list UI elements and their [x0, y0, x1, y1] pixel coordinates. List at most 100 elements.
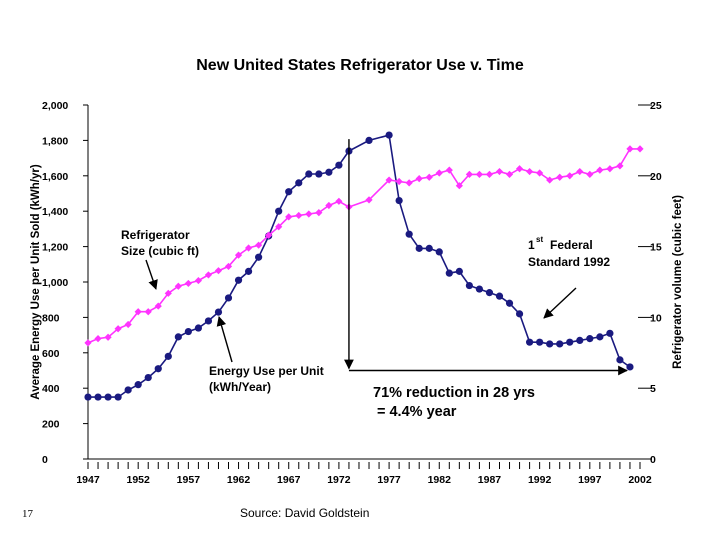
energy-point — [255, 253, 263, 261]
energy-point — [546, 340, 554, 348]
size-point — [305, 210, 313, 218]
x-tick-label: 1997 — [578, 474, 602, 486]
size-point — [315, 209, 323, 217]
energy-point — [234, 276, 243, 284]
size-point — [556, 173, 564, 181]
energy-point — [134, 381, 142, 389]
y-tick-label: 2,000 — [42, 100, 68, 112]
size-point — [505, 170, 514, 178]
size-point — [244, 244, 253, 252]
y-tick-label: 400 — [42, 383, 60, 395]
energy-point — [174, 333, 182, 341]
energy-point — [576, 336, 584, 345]
energy-point — [385, 131, 393, 139]
energy-point — [616, 356, 624, 364]
y2-tick-label: 25 — [650, 100, 662, 112]
energy-point — [275, 207, 283, 215]
y-axis-title: Average Energy Use per Unit Sold (kWh/yr… — [30, 164, 42, 400]
y-tick-label: 800 — [42, 312, 60, 324]
size-annotation-arrow — [145, 259, 158, 290]
size-point — [134, 308, 142, 316]
x-tick-label: 1957 — [177, 474, 201, 486]
size-point — [285, 213, 293, 221]
y2-axis-title: Refrigerator volume (cubic feet) — [672, 195, 684, 369]
x-tick-label: 1947 — [76, 474, 100, 486]
energy-point — [405, 230, 413, 238]
size-point — [485, 170, 494, 178]
x-tick-label: 2002 — [628, 474, 652, 486]
series-group — [84, 131, 644, 401]
size-point — [415, 175, 423, 183]
y2-tick-label: 15 — [650, 242, 662, 254]
energy-point — [154, 365, 162, 373]
y2-tick-label: 5 — [650, 383, 656, 395]
energy-point — [224, 294, 233, 302]
x-tick-label: 1987 — [478, 474, 502, 486]
energy-point — [505, 299, 514, 307]
size-point — [84, 339, 92, 347]
size-point — [265, 231, 273, 239]
size-point — [204, 271, 213, 279]
energy-point — [586, 335, 594, 343]
x-tick-label: 1977 — [377, 474, 401, 486]
size-point — [154, 302, 162, 310]
standard-annotation-line1: Federal — [550, 238, 593, 252]
size-point — [164, 289, 172, 297]
energy-point — [194, 324, 202, 332]
reduction-annotation-line1: 71% reduction in 28 yrs — [373, 385, 535, 401]
y2-tick-label: 10 — [650, 312, 662, 324]
size-point — [445, 166, 453, 174]
x-tick-label: 1992 — [528, 474, 552, 486]
standard-annotation-line2: Standard 1992 — [528, 255, 610, 269]
energy-point — [495, 292, 504, 300]
y-tick-label: 600 — [42, 348, 60, 360]
size-point — [566, 172, 574, 180]
size-point — [385, 176, 393, 184]
energy-point — [415, 244, 423, 252]
energy-point — [104, 393, 112, 401]
chart-title: New United States Refrigerator Use v. Ti… — [196, 57, 524, 74]
size-point — [104, 333, 112, 341]
size-point — [395, 177, 403, 186]
size-point — [405, 179, 413, 187]
energy-point — [395, 196, 403, 205]
energy-point — [556, 340, 564, 348]
energy-point — [365, 136, 373, 144]
standard-annotation-arrow — [543, 287, 577, 319]
size-point — [184, 279, 192, 288]
energy-point — [536, 338, 544, 346]
y-tick-label: 0 — [42, 454, 48, 466]
energy-point — [475, 285, 484, 293]
x-tick-label: 1972 — [327, 474, 351, 486]
energy-point — [204, 317, 213, 325]
energy-point — [455, 267, 463, 275]
size-point — [425, 173, 433, 181]
reduction-annotation-line2: = 4.4% year — [377, 404, 457, 420]
energy-point — [94, 393, 102, 401]
size-point — [455, 182, 463, 190]
energy-point — [315, 170, 323, 178]
size-point — [224, 262, 233, 271]
energy-point — [124, 386, 132, 394]
size-point — [596, 166, 604, 174]
energy-point — [295, 179, 303, 187]
x-tick-label: 1967 — [277, 474, 301, 486]
energy-point — [184, 327, 192, 336]
size-point — [606, 165, 614, 173]
x-tick-label: 1962 — [227, 474, 251, 486]
size-point — [234, 251, 243, 259]
size-point — [465, 170, 473, 178]
source-credit: Source: David Goldstein — [240, 506, 369, 520]
y2-tick-label: 0 — [650, 454, 656, 466]
y2-tick-label: 20 — [650, 171, 662, 183]
y-tick-label: 200 — [42, 419, 60, 431]
energy-point — [325, 168, 333, 176]
energy-point — [626, 363, 634, 371]
size-point — [144, 308, 152, 316]
size-point — [536, 169, 544, 177]
size-point — [114, 325, 122, 333]
energy-point — [465, 281, 473, 290]
energy-annotation-arrow — [216, 316, 233, 363]
size-point — [515, 165, 524, 173]
energy-point — [144, 373, 152, 382]
